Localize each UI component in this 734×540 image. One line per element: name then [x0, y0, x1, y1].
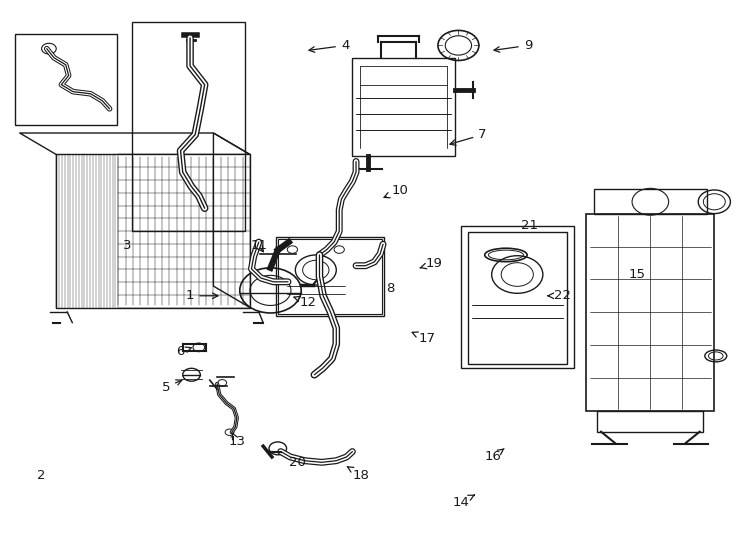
Text: 17: 17 [412, 332, 435, 345]
Bar [352, 58, 455, 156]
Text: 21: 21 [521, 219, 538, 232]
Bar [468, 232, 567, 364]
Text: 4: 4 [309, 39, 349, 52]
Bar [461, 226, 574, 368]
Text: 18: 18 [347, 467, 370, 482]
Text: 2: 2 [37, 469, 46, 482]
Text: 22: 22 [548, 289, 572, 302]
Text: 9: 9 [494, 39, 532, 52]
Text: 1: 1 [186, 289, 218, 302]
Text: 5: 5 [161, 380, 182, 394]
Text: 11: 11 [250, 239, 267, 252]
Text: 14: 14 [452, 495, 474, 509]
Bar [277, 239, 382, 314]
Bar [594, 190, 707, 214]
Text: 16: 16 [484, 449, 504, 463]
Bar [597, 411, 703, 431]
Text: 19: 19 [420, 257, 443, 270]
Bar [586, 214, 714, 411]
Text: 8: 8 [386, 282, 395, 295]
Text: 20: 20 [289, 456, 306, 469]
Text: 10: 10 [384, 184, 408, 198]
Bar [15, 33, 117, 125]
Bar [275, 237, 384, 316]
Text: 3: 3 [123, 239, 131, 252]
Bar [131, 22, 245, 231]
Text: 12: 12 [294, 296, 317, 309]
Text: 13: 13 [228, 433, 245, 448]
Text: 7: 7 [450, 128, 487, 145]
Text: 15: 15 [629, 268, 646, 281]
Text: 6: 6 [176, 345, 192, 358]
